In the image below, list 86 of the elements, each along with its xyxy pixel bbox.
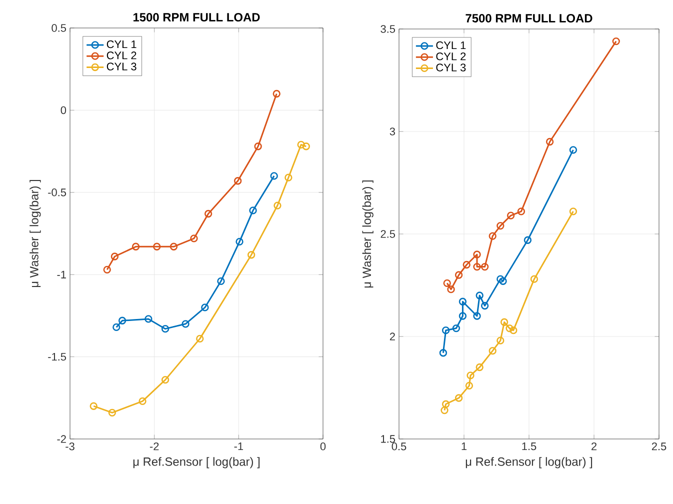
point (462, 260, 470, 269)
point (454, 271, 463, 279)
point (234, 177, 242, 185)
x-tick-label: 2 (592, 442, 597, 450)
y-tick-label: 2.5 (380, 230, 396, 238)
point (496, 275, 504, 283)
point (510, 326, 518, 334)
legend-label: CYL 3 (436, 64, 466, 72)
legend-label: CYL 2 (106, 52, 136, 60)
point (524, 236, 532, 244)
point (506, 324, 514, 332)
x-tick-label: 2.5 (652, 442, 666, 450)
point (153, 242, 161, 250)
point (161, 325, 170, 333)
legend-label: CYL 2 (436, 52, 466, 60)
point (476, 292, 484, 300)
legend-label: CYL 1 (106, 40, 136, 48)
point (190, 234, 198, 242)
point (496, 222, 504, 230)
x-axis-title: μ Ref.Sensor [ log(bar) ] (133, 457, 260, 468)
point (236, 238, 244, 246)
x-tick-label: 1 (462, 442, 467, 450)
y-axis-title: μ Washer [ log(bar) ] (362, 180, 374, 288)
point (447, 286, 455, 294)
point (182, 320, 190, 328)
y-axis-title: μ Washer [ log(bar) ] (30, 180, 41, 288)
chart-title: 7500 RPM FULL LOAD (466, 14, 592, 22)
point (488, 347, 496, 355)
legend-label: CYL 3 (106, 62, 136, 70)
y-tick-label: -1 (57, 270, 66, 278)
point (442, 326, 450, 334)
point (442, 400, 450, 408)
x-tick-label: 0 (320, 442, 326, 450)
point (217, 277, 225, 285)
chart-title: 1500 RPM FULL LOAD (133, 13, 260, 22)
y-tick-label: -2 (57, 435, 66, 443)
point (473, 250, 481, 258)
y-tick-label: 2 (390, 332, 395, 340)
point (506, 212, 515, 220)
x-axis-title: μ Ref.Sensor [ log(bar) ] (466, 457, 592, 468)
y-tick-label: -0.5 (48, 188, 66, 196)
point (452, 324, 460, 332)
point (196, 334, 204, 343)
point (170, 242, 178, 250)
y-tick-label: 0 (60, 106, 66, 114)
y-tick-label: 3 (390, 128, 396, 136)
point (480, 302, 489, 310)
legend-label: CYL 1 (436, 41, 466, 50)
point (108, 408, 116, 417)
point (546, 138, 554, 146)
point (144, 315, 152, 323)
point (118, 316, 126, 324)
point (249, 206, 257, 214)
point (466, 372, 474, 380)
point (476, 363, 484, 372)
y-tick-label: 3.5 (380, 25, 396, 33)
y-tick-label: 1.5 (381, 435, 396, 443)
point (204, 210, 212, 218)
x-tick-label: 1.5 (522, 442, 536, 450)
x-tick-label: -2 (150, 442, 159, 450)
point (161, 376, 170, 384)
point (458, 312, 467, 320)
point (499, 277, 507, 285)
point (517, 208, 526, 216)
point (488, 232, 496, 240)
point (247, 251, 256, 259)
y-tick-label: 0.5 (52, 24, 66, 32)
point (530, 275, 538, 283)
point (496, 336, 504, 344)
x-tick-label: -3 (66, 442, 74, 450)
x-tick-label: -1 (234, 442, 244, 450)
point (201, 304, 209, 312)
point (284, 174, 292, 182)
point (138, 397, 146, 406)
point (480, 262, 489, 271)
point (274, 202, 282, 210)
point (500, 318, 508, 326)
point (110, 252, 119, 260)
point (465, 382, 474, 390)
point (473, 262, 481, 271)
point (132, 242, 140, 250)
point (254, 142, 262, 150)
point (454, 394, 463, 402)
point (458, 298, 467, 306)
y-tick-label: -1.5 (48, 352, 66, 361)
point (473, 312, 481, 320)
